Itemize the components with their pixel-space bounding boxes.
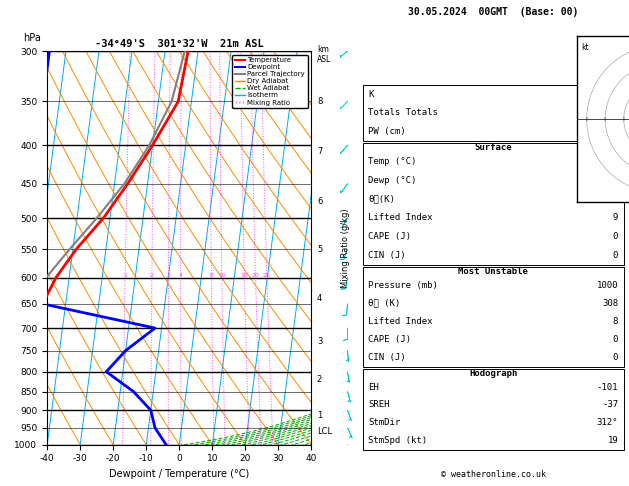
Text: 7: 7 <box>317 147 322 156</box>
Text: 34: 34 <box>608 108 618 118</box>
Text: 1.43: 1.43 <box>597 127 618 136</box>
Text: 308: 308 <box>602 299 618 308</box>
Text: K: K <box>368 90 374 99</box>
Text: 2: 2 <box>150 273 154 278</box>
Text: -13: -13 <box>602 90 618 99</box>
Text: StmDir: StmDir <box>368 418 401 427</box>
Text: © weatheronline.co.uk: © weatheronline.co.uk <box>441 469 545 479</box>
Text: 20: 20 <box>252 273 260 278</box>
Text: 3: 3 <box>167 273 170 278</box>
Text: 9: 9 <box>613 213 618 223</box>
Text: Most Unstable: Most Unstable <box>458 267 528 276</box>
Text: Temp (°C): Temp (°C) <box>368 157 416 166</box>
Text: 8: 8 <box>209 273 213 278</box>
Text: 25: 25 <box>263 273 271 278</box>
Text: CAPE (J): CAPE (J) <box>368 232 411 241</box>
Text: 0: 0 <box>613 353 618 363</box>
Bar <box>363 85 623 141</box>
Text: Pressure (mb): Pressure (mb) <box>368 280 438 290</box>
Text: 8: 8 <box>613 317 618 326</box>
Text: kt: kt <box>581 43 589 52</box>
X-axis label: Dewpoint / Temperature (°C): Dewpoint / Temperature (°C) <box>109 469 249 479</box>
Text: 6: 6 <box>317 197 322 206</box>
Text: 16: 16 <box>240 273 248 278</box>
Text: LCL: LCL <box>317 427 332 436</box>
Text: 0: 0 <box>613 251 618 260</box>
Text: 30.05.2024  00GMT  (Base: 00): 30.05.2024 00GMT (Base: 00) <box>408 7 578 17</box>
Title: -34°49'S  301°32'W  21m ASL: -34°49'S 301°32'W 21m ASL <box>95 39 264 49</box>
Text: SREH: SREH <box>368 400 389 409</box>
Text: Surface: Surface <box>474 143 512 152</box>
Text: km
ASL: km ASL <box>317 45 331 64</box>
Text: StmSpd (kt): StmSpd (kt) <box>368 436 427 445</box>
Text: 14.2: 14.2 <box>597 157 618 166</box>
Text: Mixing Ratio (g/kg): Mixing Ratio (g/kg) <box>341 208 350 288</box>
Text: Hodograph: Hodograph <box>469 369 517 378</box>
Text: 4: 4 <box>179 273 182 278</box>
Text: CIN (J): CIN (J) <box>368 353 406 363</box>
Text: EH: EH <box>368 382 379 392</box>
Text: 1: 1 <box>317 411 322 420</box>
Text: 307: 307 <box>602 194 618 204</box>
Text: Lifted Index: Lifted Index <box>368 317 433 326</box>
Text: hPa: hPa <box>23 33 42 43</box>
Text: 10: 10 <box>218 273 226 278</box>
Bar <box>363 369 623 450</box>
Text: 5: 5 <box>317 245 322 254</box>
Text: Dewp (°C): Dewp (°C) <box>368 176 416 185</box>
Text: 1: 1 <box>123 273 127 278</box>
Text: Lifted Index: Lifted Index <box>368 213 433 223</box>
Text: 3: 3 <box>317 337 322 347</box>
Text: 0: 0 <box>613 335 618 344</box>
Text: 8: 8 <box>317 97 322 106</box>
Text: Totals Totals: Totals Totals <box>368 108 438 118</box>
Text: 2: 2 <box>317 375 322 384</box>
Text: -37: -37 <box>602 400 618 409</box>
Text: CIN (J): CIN (J) <box>368 251 406 260</box>
Text: 10.5: 10.5 <box>597 176 618 185</box>
Text: 1000: 1000 <box>597 280 618 290</box>
Bar <box>363 143 623 265</box>
Text: CAPE (J): CAPE (J) <box>368 335 411 344</box>
Text: 19: 19 <box>608 436 618 445</box>
Bar <box>363 267 623 367</box>
Text: 312°: 312° <box>597 418 618 427</box>
Text: θᴇ(K): θᴇ(K) <box>368 194 395 204</box>
Text: 0: 0 <box>613 232 618 241</box>
Text: -101: -101 <box>597 382 618 392</box>
Text: PW (cm): PW (cm) <box>368 127 406 136</box>
Text: 4: 4 <box>317 294 322 303</box>
Text: θᴇ (K): θᴇ (K) <box>368 299 401 308</box>
Legend: Temperature, Dewpoint, Parcel Trajectory, Dry Adiabat, Wet Adiabat, Isotherm, Mi: Temperature, Dewpoint, Parcel Trajectory… <box>232 54 308 108</box>
